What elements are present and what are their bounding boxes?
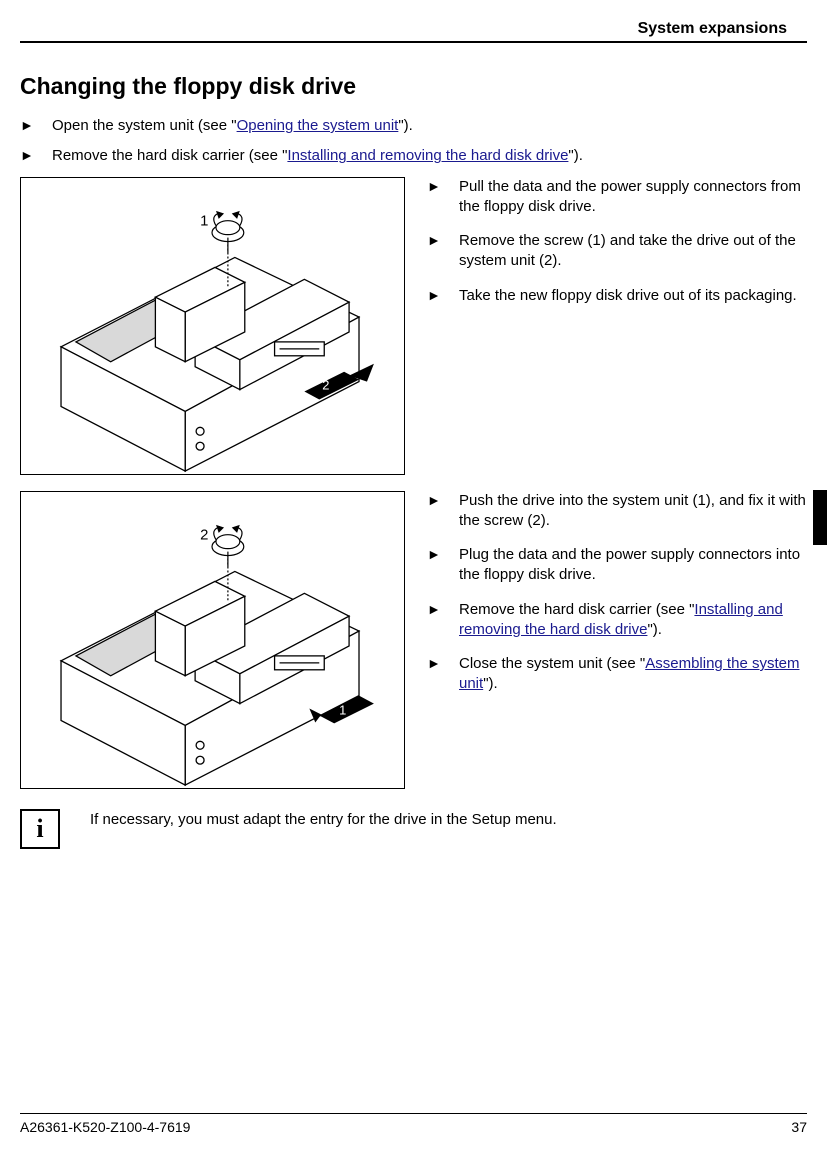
bullet-icon: ► bbox=[20, 146, 52, 165]
step-text: Take the new floppy disk drive out of it… bbox=[459, 286, 797, 306]
footer-page-number: 37 bbox=[791, 1119, 807, 1135]
figure-2: 2 1 bbox=[20, 491, 405, 789]
list-item: ► Remove the hard disk carrier (see "Ins… bbox=[427, 600, 807, 641]
list-item: ► Push the drive into the system unit (1… bbox=[427, 491, 807, 532]
step-text: Pull the data and the power supply conne… bbox=[459, 177, 807, 218]
link-hard-disk-drive[interactable]: Installing and removing the hard disk dr… bbox=[287, 147, 568, 164]
intro-step-2: ► Remove the hard disk carrier (see "Ins… bbox=[20, 146, 807, 166]
page-footer: A26361-K520-Z100-4-7619 37 bbox=[20, 1113, 807, 1135]
side-thumb-tab bbox=[813, 490, 827, 545]
intro-step-1: ► Open the system unit (see "Opening the… bbox=[20, 116, 807, 136]
bullet-icon: ► bbox=[427, 491, 459, 510]
bullet-icon: ► bbox=[427, 231, 459, 250]
footer-doc-id: A26361-K520-Z100-4-7619 bbox=[20, 1119, 190, 1135]
step-text: Close the system unit (see "Assembling t… bbox=[459, 654, 807, 695]
figure-block-1: 1 2 ► Pull the data and the power supply… bbox=[20, 177, 807, 475]
info-note: i If necessary, you must adapt the entry… bbox=[20, 809, 807, 849]
figure-1: 1 2 bbox=[20, 177, 405, 475]
figure-1-label-2: 2 bbox=[322, 377, 329, 392]
list-item: ► Plug the data and the power supply con… bbox=[427, 545, 807, 586]
info-icon: i bbox=[20, 809, 60, 849]
list-item: ► Pull the data and the power supply con… bbox=[427, 177, 807, 218]
bullet-icon: ► bbox=[427, 286, 459, 305]
bullet-icon: ► bbox=[427, 600, 459, 619]
figure-1-label-1: 1 bbox=[200, 213, 208, 229]
step-text: Remove the screw (1) and take the drive … bbox=[459, 231, 807, 272]
step-text: Plug the data and the power supply conne… bbox=[459, 545, 807, 586]
bullet-icon: ► bbox=[427, 177, 459, 196]
figure-1-steps: ► Pull the data and the power supply con… bbox=[405, 177, 807, 320]
step-text: Push the drive into the system unit (1),… bbox=[459, 491, 807, 532]
header-section-title: System expansions bbox=[20, 20, 807, 38]
page-heading: Changing the floppy disk drive bbox=[20, 73, 807, 100]
figure-2-label-2: 2 bbox=[200, 527, 208, 543]
bullet-icon: ► bbox=[20, 116, 52, 135]
step-text: Remove the hard disk carrier (see "Insta… bbox=[52, 146, 583, 166]
figure-block-2: 2 1 ► Push the drive into the system uni… bbox=[20, 491, 807, 789]
bullet-icon: ► bbox=[427, 654, 459, 673]
list-item: ► Remove the screw (1) and take the driv… bbox=[427, 231, 807, 272]
bullet-icon: ► bbox=[427, 545, 459, 564]
figure-2-steps: ► Push the drive into the system unit (1… bbox=[405, 491, 807, 709]
step-text: Open the system unit (see "Opening the s… bbox=[52, 116, 413, 136]
list-item: ► Close the system unit (see "Assembling… bbox=[427, 654, 807, 695]
header-rule bbox=[20, 41, 807, 43]
figure-2-label-1: 1 bbox=[339, 702, 346, 717]
footer-rule bbox=[20, 1113, 807, 1114]
step-text: Remove the hard disk carrier (see "Insta… bbox=[459, 600, 807, 641]
link-opening-system-unit[interactable]: Opening the system unit bbox=[237, 117, 399, 134]
info-text: If necessary, you must adapt the entry f… bbox=[60, 809, 557, 828]
list-item: ► Take the new floppy disk drive out of … bbox=[427, 286, 807, 306]
